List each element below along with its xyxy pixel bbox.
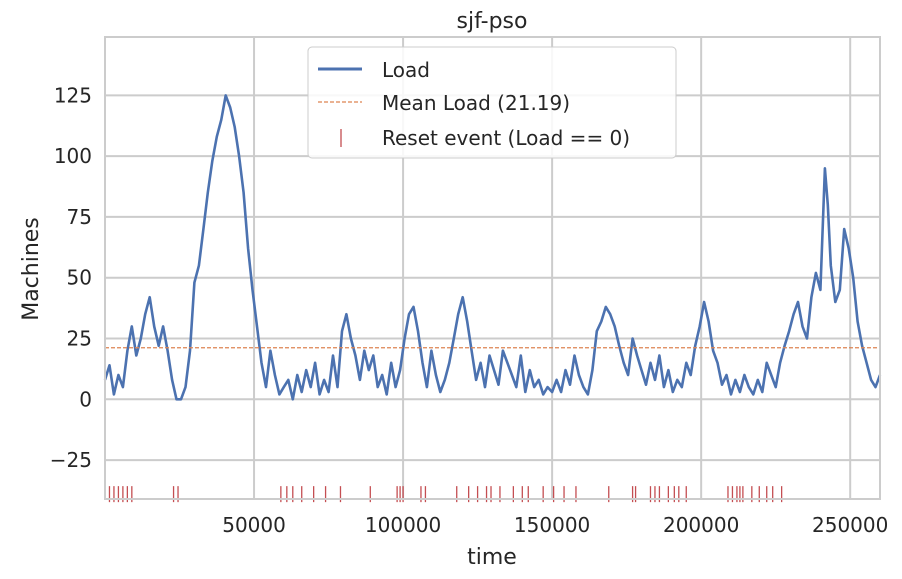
- y-tick-label: 125: [54, 83, 92, 107]
- legend-load-label: Load: [382, 58, 430, 82]
- legend-mean-label: Mean Load (21.19): [382, 91, 570, 115]
- plot-frame: [104, 36, 881, 500]
- x-axis-label: time: [467, 545, 517, 570]
- tick-labels: 50000 100000 150000 200000 250000 −25 0 25 50 75 1…: [50, 83, 889, 537]
- x-tick-label: 150000: [514, 513, 590, 537]
- x-tick-label: 250000: [812, 513, 888, 537]
- y-tick-label: 25: [67, 327, 92, 351]
- x-tick-label: 50000: [222, 513, 286, 537]
- y-tick-label: 50: [67, 266, 92, 290]
- x-tick-label: 100000: [365, 513, 441, 537]
- y-tick-label: −25: [50, 448, 92, 472]
- y-axis-label: Machines: [19, 217, 44, 321]
- y-tick-label: 75: [67, 205, 92, 229]
- legend-box: [307, 46, 677, 159]
- chart-title: sjf-pso: [457, 9, 528, 34]
- legend-reset-label: Reset event (Load == 0): [382, 126, 630, 150]
- legend: Load Mean Load (21.19) Reset event (Load…: [307, 46, 677, 159]
- y-tick-label: 0: [79, 387, 92, 411]
- y-tick-label: 100: [54, 144, 92, 168]
- x-tick-label: 200000: [663, 513, 739, 537]
- load-series-line: [103, 94, 882, 401]
